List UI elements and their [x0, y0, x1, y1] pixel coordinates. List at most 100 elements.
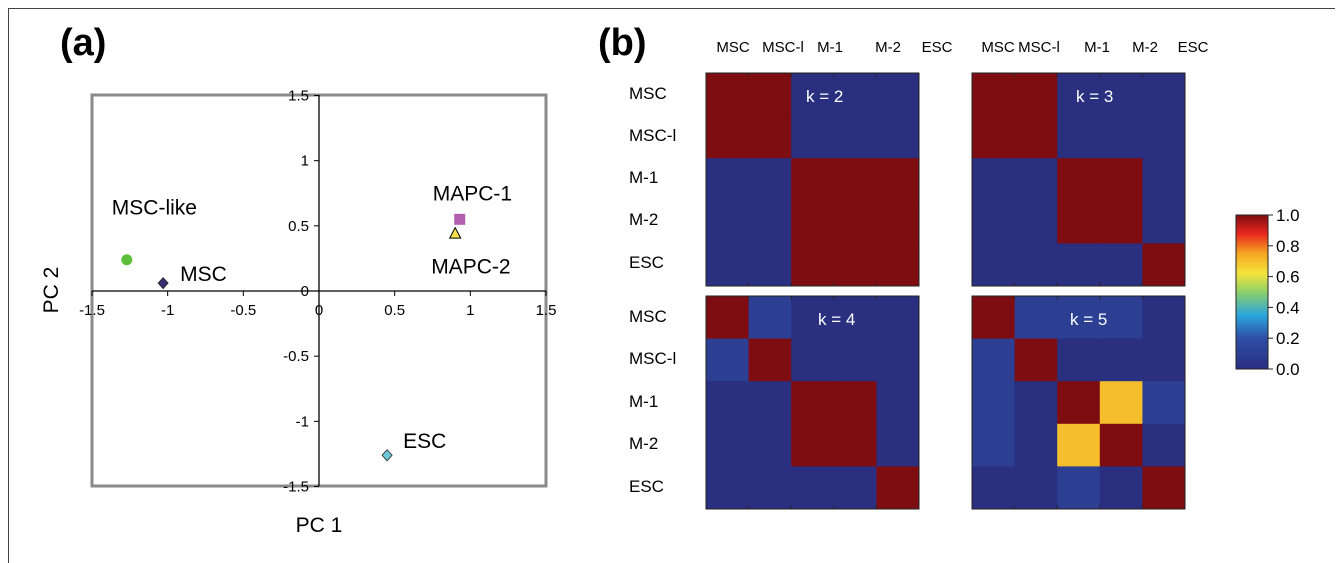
x-axis-title: PC 1: [296, 514, 343, 537]
heatmap-row-label: M-2: [629, 434, 658, 453]
point-label-msc: MSC: [180, 263, 227, 286]
point-msc: [157, 277, 169, 290]
heatmap-cell: [1014, 200, 1058, 244]
heatmap-cell: [833, 200, 877, 244]
panel-b-label: (b): [598, 22, 647, 64]
heatmap-cell: [706, 423, 750, 467]
heatmap-cell: [1099, 158, 1143, 202]
heatmap-cell: [876, 243, 920, 287]
heatmap-2: k = 3: [971, 72, 1186, 287]
point-label-mapc-2: MAPC-2: [431, 256, 510, 279]
heatmap-cell: [1142, 423, 1186, 467]
heatmap-cell: [876, 115, 920, 159]
heatmap-cell: [791, 200, 835, 244]
x-tick-label: -1.5: [79, 302, 105, 319]
heatmap-cell: [876, 296, 920, 340]
heatmap-cell: [1057, 243, 1101, 287]
point-msc-like: [121, 254, 133, 266]
heatmap-cell: [791, 296, 835, 340]
heatmap-cell: [833, 73, 877, 117]
heatmap-cell: [1014, 466, 1058, 510]
pca-scatter-plot: -1.5 -1 -0.5 0 0.5 1 1.5 1.5 1 0.5 0 -0.5 -1 -1.5 MSC-…: [79, 88, 556, 496]
heatmap-column-label: M-1: [1084, 39, 1110, 56]
heatmap-cell: [876, 200, 920, 244]
point-mapc-1: [454, 213, 466, 225]
point-label-esc: ESC: [403, 430, 446, 453]
heatmap-cell: [1099, 73, 1143, 117]
heatmap-row-label: M-2: [629, 210, 658, 229]
heatmap-cell: [1014, 338, 1058, 382]
heatmap-cell: [748, 296, 792, 340]
heatmap-cell: [972, 73, 1016, 117]
heatmap-cell: [1142, 381, 1186, 425]
heatmap-cell: [706, 296, 750, 340]
colorbar-tick-label: 1.0: [1276, 206, 1300, 225]
heatmap-cell: [833, 158, 877, 202]
heatmap-cell: [1099, 115, 1143, 159]
heatmap-column-label: MSC-l: [762, 39, 804, 56]
heatmap-cell: [748, 158, 792, 202]
point-label-msc-like: MSC-like: [112, 197, 197, 220]
heatmap-k-label: k = 3: [1076, 87, 1113, 106]
heatmap-column-label: ESC: [1178, 39, 1209, 56]
heatmap-cell: [1142, 466, 1186, 510]
y-tick-label: -0.5: [283, 348, 309, 365]
y-tick-label: -1.5: [283, 479, 309, 496]
heatmap-k-label: k = 5: [1070, 310, 1107, 329]
heatmap-cell: [706, 158, 750, 202]
heatmap-cell: [1057, 158, 1101, 202]
heatmap-cell: [748, 338, 792, 382]
heatmap-cell: [1099, 466, 1143, 510]
heatmap-cell: [1142, 338, 1186, 382]
heatmap-cell: [833, 466, 877, 510]
heatmap-cell: [1142, 200, 1186, 244]
heatmap-cell: [1099, 338, 1143, 382]
heatmap-cell: [1099, 296, 1143, 340]
heatmap-cell: [1099, 423, 1143, 467]
heatmap-cell: [748, 243, 792, 287]
heatmap-cell: [748, 466, 792, 510]
colorbar-tick-label: 0.8: [1276, 237, 1300, 256]
heatmap-column-label: M-1: [817, 39, 843, 56]
figure-frame: [8, 8, 1335, 563]
heatmap-cell: [706, 466, 750, 510]
heatmap-cell: [791, 158, 835, 202]
x-tick-label: -1: [161, 302, 174, 319]
heatmap-row-label: M-1: [629, 168, 658, 187]
heatmap-cell: [1099, 243, 1143, 287]
heatmap-cell: [706, 338, 750, 382]
point-mapc-2: [448, 226, 462, 239]
heatmap-cell: [1057, 381, 1101, 425]
heatmap-cell: [972, 158, 1016, 202]
heatmap-cell: [833, 423, 877, 467]
heatmap-row-label: M-1: [629, 392, 658, 411]
heatmap-cell: [833, 381, 877, 425]
heatmap-cell: [1014, 115, 1058, 159]
heatmap-cell: [791, 115, 835, 159]
heatmap-row-label: MSC: [629, 307, 667, 326]
heatmap-cell: [791, 243, 835, 287]
x-tick-label: 1.5: [536, 302, 557, 319]
heatmap-cell: [972, 200, 1016, 244]
heatmap-row-label: ESC: [629, 253, 664, 272]
heatmap-cell: [1014, 296, 1058, 340]
colorbar-tick-label: 0.0: [1276, 360, 1300, 379]
heatmap-column-label: M-2: [1132, 39, 1158, 56]
heatmap-4: k = 5: [971, 295, 1186, 510]
colorbar-ticks: 1.0 0.8 0.6 0.4 0.2 0.0: [1268, 206, 1300, 379]
heatmap-cell: [791, 466, 835, 510]
heatmap-cell: [791, 73, 835, 117]
heatmap-border: [971, 295, 1186, 510]
heatmap-cell: [972, 338, 1016, 382]
heatmap-cell: [972, 381, 1016, 425]
heatmap-column-label: ESC: [922, 39, 953, 56]
y-axis-title: PC 2: [40, 267, 63, 314]
heatmap-cell: [748, 73, 792, 117]
y-tick-label: 1.5: [288, 88, 309, 105]
heatmap-3: k = 4: [705, 295, 920, 510]
heatmap-cell: [1057, 115, 1101, 159]
heatmap-row-label: ESC: [629, 477, 664, 496]
heatmap-cell: [833, 243, 877, 287]
heatmap-cell: [1142, 296, 1186, 340]
